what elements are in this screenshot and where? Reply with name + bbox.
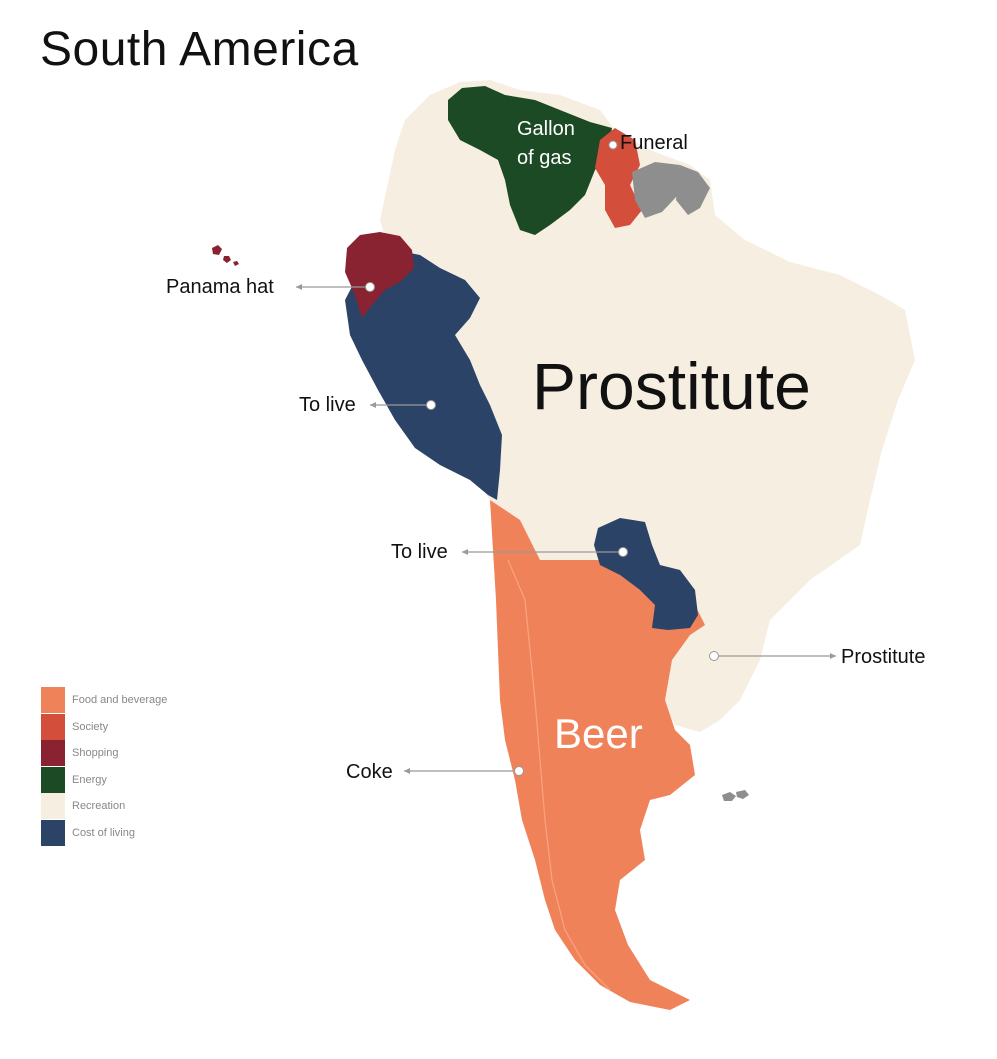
leader-chile (404, 766, 524, 776)
region-paraguay[interactable] (594, 518, 698, 630)
legend-label: Recreation (72, 800, 126, 813)
leader-guyana (608, 140, 618, 150)
legend-item-energy: Energy (41, 766, 167, 794)
legend-swatch (41, 740, 65, 767)
label-paraguay: To live (391, 541, 448, 563)
legend-label: Energy (72, 773, 107, 786)
region-guyana[interactable] (595, 128, 642, 228)
label-uruguay: Prostitute (841, 646, 925, 668)
region-falklands (722, 790, 749, 801)
label-ecuador: Panama hat (166, 276, 274, 298)
label-argentina: Beer (554, 710, 643, 757)
legend-label: Society (72, 720, 109, 733)
legend-label: Food and beverage (72, 694, 168, 707)
region-french-guiana[interactable] (676, 165, 710, 215)
legend-item-society: Society (41, 713, 167, 741)
legend-swatch (41, 687, 65, 714)
leader-peru (370, 400, 436, 410)
legend-item-cost-of-living: Cost of living (41, 819, 167, 847)
legend-label: Cost of living (72, 826, 135, 839)
legend-swatch (41, 713, 65, 740)
region-venezuela[interactable] (448, 86, 612, 235)
legend-item-recreation: Recreation (41, 793, 167, 820)
leader-paraguay (462, 547, 628, 557)
label-venezuela-line1: Gallon (517, 118, 575, 140)
legend-swatch (41, 819, 65, 846)
leader-uruguay (709, 651, 836, 661)
legend-swatch (41, 766, 65, 793)
label-venezuela-line2: of gas (517, 147, 571, 169)
leader-ecuador (296, 282, 375, 292)
legend: Food and beverage Society Shopping Energ… (41, 687, 167, 846)
legend-item-food-and-beverage: Food and beverage (41, 687, 167, 714)
continent-base-region[interactable] (380, 80, 915, 732)
legend-swatch (41, 793, 65, 820)
legend-label: Shopping (72, 747, 119, 760)
label-brazil: Prostitute (532, 349, 811, 423)
border-chile-argentina (507, 559, 611, 991)
label-guyana: Funeral (620, 132, 688, 154)
region-galapagos[interactable] (212, 245, 239, 266)
legend-item-shopping: Shopping (41, 740, 167, 767)
map-title: South America (40, 23, 359, 76)
region-argentina[interactable] (490, 500, 705, 1010)
region-suriname[interactable] (632, 162, 680, 218)
region-peru[interactable] (345, 250, 502, 500)
label-chile: Coke (346, 761, 393, 783)
label-peru: To live (299, 394, 356, 416)
region-ecuador[interactable] (345, 232, 414, 318)
